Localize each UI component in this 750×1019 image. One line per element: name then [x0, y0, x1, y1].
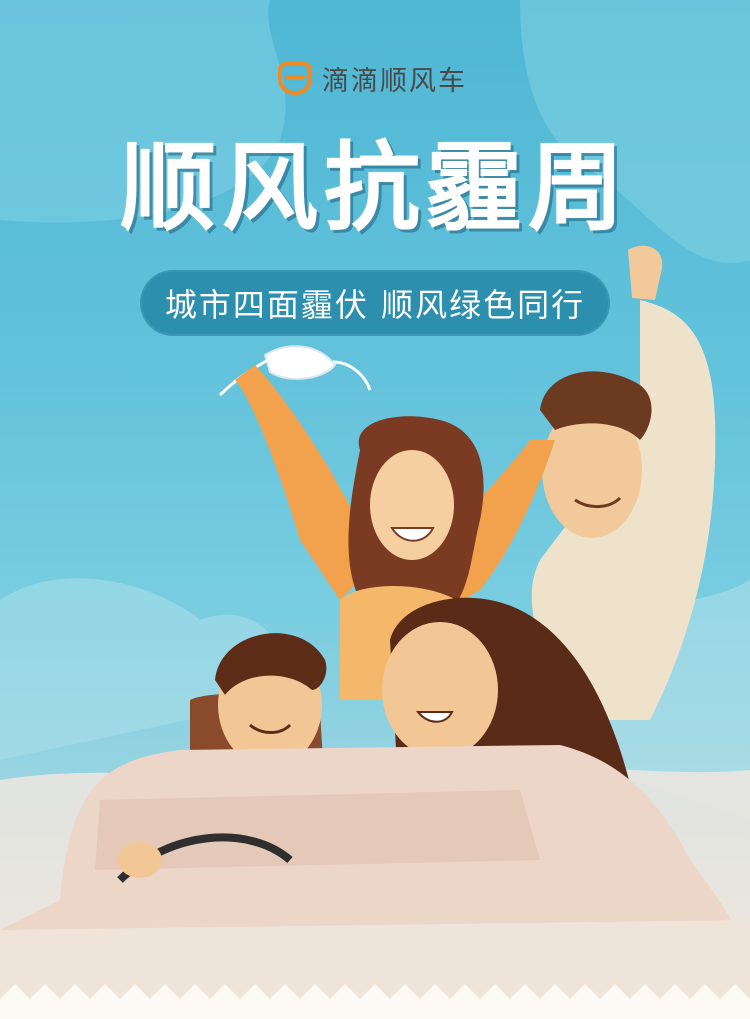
brand-header: 滴滴顺风车 — [276, 58, 467, 98]
convertible-car — [0, 745, 750, 1019]
subtitle-text: 城市四面霾伏 顺风绿色同行 — [164, 286, 586, 324]
woman-back-center — [235, 365, 555, 700]
subtitle-pill: 城市四面霾伏 顺风绿色同行 — [140, 270, 610, 336]
torn-edge-divider — [0, 984, 750, 1019]
page-title: 顺风抗霾周 — [120, 131, 630, 244]
didi-logo-icon — [278, 60, 312, 96]
man-back-right — [531, 245, 716, 720]
brand-name: 滴滴顺风车 — [322, 65, 467, 97]
